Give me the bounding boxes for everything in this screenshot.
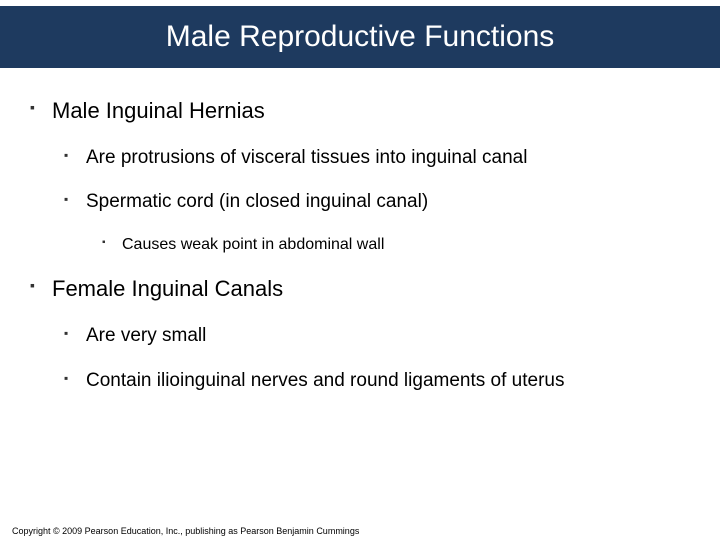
bullet-level2: Contain ilioinguinal nerves and round li… [64,368,690,395]
bullet-level1: Male Inguinal Hernias [30,96,690,127]
bullet-level2: Are very small [64,323,690,350]
bullet-level1: Female Inguinal Canals [30,274,690,305]
bullet-level3: Causes weak point in abdominal wall [102,234,690,256]
copyright-text: Copyright © 2009 Pearson Education, Inc.… [12,526,359,536]
bullet-level2: Spermatic cord (in closed inguinal canal… [64,189,690,216]
bullet-level2: Are protrusions of visceral tissues into… [64,145,690,172]
slide-body: Male Inguinal Hernias Are protrusions of… [0,68,720,394]
slide-title: Male Reproductive Functions [0,6,720,68]
